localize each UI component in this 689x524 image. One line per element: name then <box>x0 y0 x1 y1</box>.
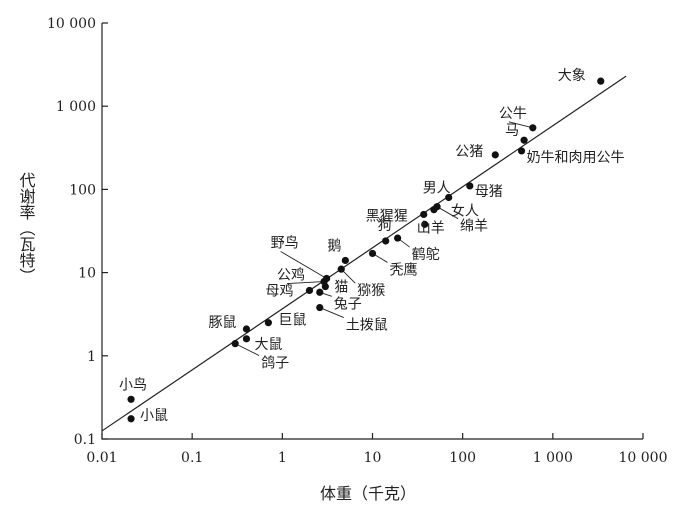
point-label-2: 小鼠 <box>140 408 168 424</box>
point-label-9: 母鸡 <box>265 282 293 299</box>
x-tick-label-10-000: 10 000 <box>619 450 668 466</box>
y-tick-label-10-000: 10 000 <box>47 16 96 32</box>
data-point-3 <box>231 340 239 348</box>
data-point-5 <box>242 325 251 333</box>
point-label-26: 马 <box>505 123 519 139</box>
leader-line-7 <box>319 307 344 318</box>
point-label-15: 秃鹰 <box>390 262 418 278</box>
data-point-17 <box>394 234 402 242</box>
x-tick-label-0-01: 0.01 <box>86 450 117 466</box>
leader-line-21 <box>436 206 459 220</box>
data-point-16 <box>382 237 390 245</box>
point-label-22: 男人 <box>423 180 451 196</box>
y-tick-label-0-1: 0.1 <box>74 432 96 448</box>
point-label-4: 大鼠 <box>254 337 282 353</box>
point-label-18: 山羊 <box>417 220 445 236</box>
point-label-19: 黑猩猩 <box>366 208 408 224</box>
data-point-21 <box>433 203 441 211</box>
x-tick-label-100: 100 <box>449 450 476 466</box>
point-label-5: 豚鼠 <box>208 315 236 331</box>
point-label-28: 大象 <box>558 68 586 84</box>
data-point-8 <box>316 288 324 296</box>
y-tick-label-1: 1 <box>87 349 96 365</box>
point-label-23: 母猪 <box>475 184 503 200</box>
data-point-23 <box>466 182 474 190</box>
data-point-28 <box>597 77 605 85</box>
data-point-15 <box>368 249 377 258</box>
point-label-16: 狗 <box>378 218 392 234</box>
leader-line-12 <box>280 251 327 279</box>
point-label-6: 巨鼠 <box>278 313 306 329</box>
data-point-27 <box>529 124 537 132</box>
x-tick-label-1: 1 <box>278 450 287 466</box>
leader-line-27 <box>508 121 533 129</box>
point-label-27: 公牛 <box>499 106 527 122</box>
point-label-8: 兔子 <box>334 296 362 312</box>
point-label-17: 鹤鸵 <box>412 246 440 263</box>
point-label-21: 绵羊 <box>460 218 488 235</box>
fit-line <box>101 75 627 432</box>
leader-line-11 <box>287 281 325 285</box>
data-point-22 <box>445 193 453 202</box>
point-label-20: 女人 <box>451 203 479 220</box>
data-point-19 <box>420 210 428 219</box>
y-tick-label-10: 10 <box>78 266 96 282</box>
point-label-7: 土拨鼠 <box>346 318 388 334</box>
x-axis-title: 体重（千克） <box>320 484 416 503</box>
point-label-13: 猕猴 <box>357 283 385 299</box>
data-point-26 <box>520 136 528 144</box>
point-label-25: 奶牛和肉用公牛 <box>527 150 625 166</box>
data-point-7 <box>316 303 324 312</box>
leader-line-3 <box>234 343 260 357</box>
data-point-4 <box>242 335 251 343</box>
data-point-12 <box>323 274 331 283</box>
data-point-25 <box>517 147 526 155</box>
data-point-6 <box>264 319 272 327</box>
point-label-12: 野鸟 <box>271 235 299 251</box>
x-tick-label-1-000: 1 000 <box>533 450 573 466</box>
data-point-24 <box>491 151 499 159</box>
data-point-18 <box>421 220 429 228</box>
y-axis-title: 代谢率（瓦特） <box>17 172 36 284</box>
data-point-13 <box>337 265 345 273</box>
point-label-3: 鸽子 <box>261 355 289 372</box>
point-label-14: 鹅 <box>327 237 341 254</box>
x-tick-label-10: 10 <box>364 450 382 466</box>
y-tick-label-100: 100 <box>69 182 96 198</box>
point-label-1: 小鸟 <box>119 377 147 393</box>
point-label-11: 公鸡 <box>277 267 305 284</box>
data-point-9 <box>305 286 314 295</box>
point-label-10: 猫 <box>334 280 348 296</box>
x-tick-label-0-1: 0.1 <box>181 450 203 466</box>
data-point-1 <box>127 395 135 403</box>
data-point-14 <box>341 256 349 265</box>
point-label-24: 公猪 <box>455 144 483 160</box>
y-tick-label-1-000: 1 000 <box>56 99 96 115</box>
data-point-2 <box>127 415 135 423</box>
